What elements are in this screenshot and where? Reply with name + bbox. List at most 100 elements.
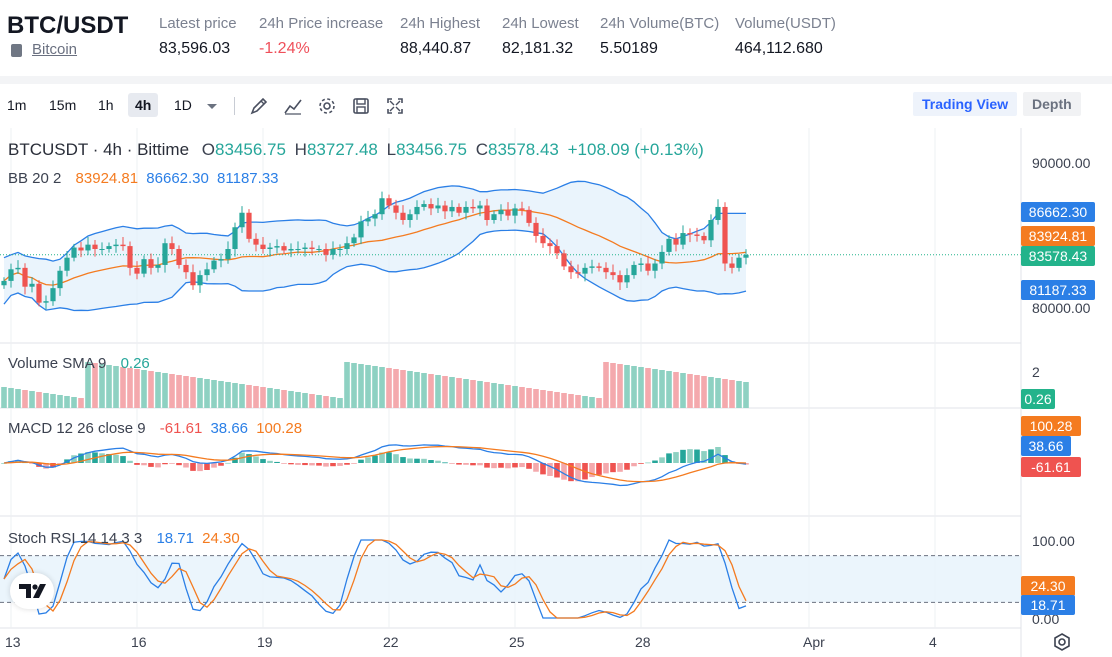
volume-bar — [708, 377, 714, 408]
volume-bar — [8, 388, 14, 408]
macd-hist-value: -61.61 — [159, 420, 203, 437]
candle-body — [337, 249, 343, 250]
stat-24h-change: 24h Price increase -1.24% — [259, 15, 383, 58]
volume-bar — [344, 362, 350, 408]
timeframe-1h[interactable]: 1h — [98, 97, 114, 113]
volume-bar — [498, 384, 504, 408]
volume-bar — [141, 370, 147, 408]
candle-body — [218, 259, 224, 261]
candle-body — [407, 214, 413, 220]
market-header: BTC/USDT Bitcoin Latest price 83,596.03 … — [0, 0, 1112, 76]
timeframe-4h[interactable]: 4h — [128, 93, 159, 117]
trading-view-tab[interactable]: Trading View — [913, 92, 1018, 116]
macd-value: 38.66 — [210, 420, 249, 437]
tradingview-logo[interactable] — [10, 573, 54, 609]
macd-histogram-bar — [78, 453, 84, 463]
candle-body — [589, 266, 595, 268]
volume-legend: Volume SMA 9 0.26 — [8, 355, 150, 372]
volume-bar — [505, 385, 511, 408]
volume-bar — [680, 373, 686, 408]
volume-bar — [295, 392, 301, 408]
volume-bar — [428, 374, 434, 408]
candle-body — [239, 212, 245, 228]
candle-body — [729, 263, 735, 268]
brush-icon[interactable] — [249, 96, 269, 116]
volume-bar — [687, 374, 693, 408]
stat-label: 24h Lowest — [502, 15, 579, 32]
candle-body — [519, 208, 525, 210]
pair-title: BTC/USDT — [7, 12, 129, 39]
candle-body — [309, 247, 315, 249]
volume-bar — [659, 370, 665, 408]
volume-bar — [631, 366, 637, 408]
chart-area[interactable] — [0, 128, 1112, 657]
volume-bar — [197, 378, 203, 408]
volume-bar — [519, 387, 525, 408]
macd-histogram-bar — [155, 463, 161, 468]
candle-body — [155, 264, 161, 268]
macd-histogram-bar — [687, 449, 693, 463]
volume-bar — [351, 363, 357, 408]
chevron-down-icon[interactable] — [204, 98, 220, 114]
change-value: +108.09 (+0.13%) — [567, 140, 704, 159]
macd-histogram-bar — [477, 463, 483, 466]
candle-body — [673, 238, 679, 245]
macd-histogram-bar — [302, 463, 308, 466]
candle-body — [470, 206, 476, 209]
macd-histogram-bar — [351, 463, 357, 464]
volume-bar — [50, 394, 56, 408]
save-icon[interactable] — [351, 96, 371, 116]
timeframe-1d[interactable]: 1D — [174, 97, 192, 113]
candle-body — [113, 244, 119, 247]
bb-band-fill — [4, 181, 746, 311]
macd-histogram-bar — [561, 463, 567, 480]
timeframe-15m[interactable]: 15m — [49, 97, 77, 113]
stat-label: 24h Price increase — [259, 15, 384, 32]
candle-body — [540, 235, 546, 244]
volume-bar — [218, 381, 224, 408]
volume-bar — [729, 380, 735, 408]
price-tick-80000: 80000.00 — [1032, 300, 1091, 316]
volume-bar — [281, 390, 287, 408]
volume-bar — [701, 376, 707, 408]
candle-body — [694, 234, 700, 236]
gear-icon[interactable] — [317, 96, 337, 116]
macd-histogram-bar — [295, 463, 301, 465]
settings-gear-icon[interactable] — [1052, 632, 1072, 652]
bb-label: BB 20 2 — [8, 170, 62, 187]
candle-body — [204, 269, 210, 276]
volume-bar — [239, 384, 245, 408]
macd-signal-badge: 100.28 — [1021, 416, 1081, 436]
candle-body — [659, 251, 665, 264]
volume-bar — [225, 382, 231, 408]
candle-body — [666, 238, 672, 252]
candle-body — [631, 264, 637, 276]
macd-histogram-bar — [337, 463, 343, 466]
volume-bar — [435, 375, 441, 408]
candle-body — [36, 283, 42, 303]
candle-body — [596, 266, 602, 268]
volume-bar — [372, 366, 378, 408]
macd-histogram-bar — [484, 463, 490, 468]
depth-tab[interactable]: Depth — [1023, 92, 1081, 116]
macd-histogram-bar — [456, 463, 462, 465]
coin-link[interactable]: Bitcoin — [32, 41, 78, 58]
stoch-band-fill — [0, 555, 1021, 603]
header-divider — [0, 76, 1112, 84]
stoch-k-badge: 18.71 — [1021, 595, 1075, 615]
candle-body — [183, 264, 189, 273]
candle-body — [267, 247, 273, 249]
candle-body — [120, 244, 126, 247]
close-value: 83578.43 — [487, 140, 559, 159]
volume-bar — [64, 396, 70, 408]
timeframe-1m[interactable]: 1m — [7, 97, 27, 113]
line-chart-icon[interactable] — [283, 96, 303, 116]
volume-bar — [554, 392, 560, 408]
candle-body — [351, 237, 357, 244]
macd-histogram-bar — [673, 452, 679, 463]
macd-label: MACD 12 26 close 9 — [8, 420, 146, 437]
macd-histogram-bar — [211, 463, 217, 468]
volume-bar — [43, 393, 49, 408]
fullscreen-icon[interactable] — [385, 96, 405, 116]
volume-bar — [246, 385, 252, 408]
